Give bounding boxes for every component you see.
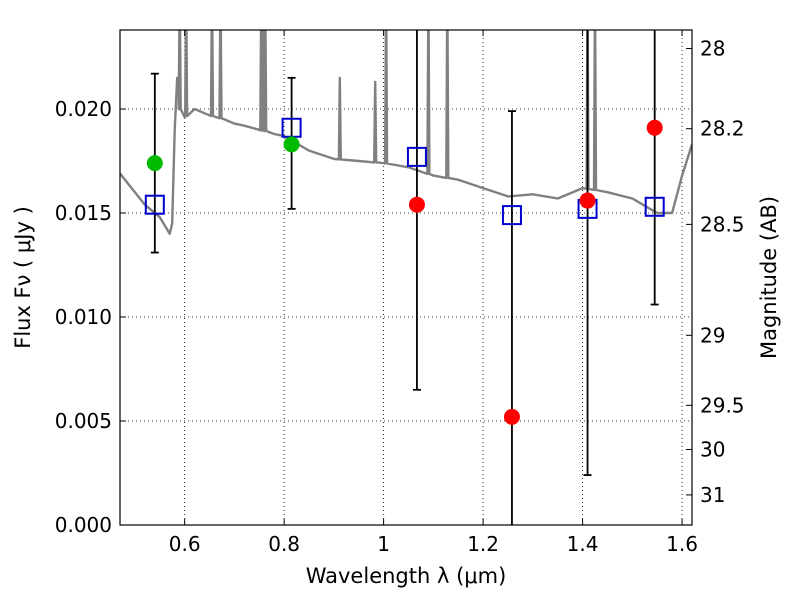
- x-tick-label: 1.6: [666, 532, 698, 556]
- marker-layer: [144, 117, 665, 425]
- y2-tick-label: 31: [700, 483, 725, 507]
- y-tick-label: 0.010: [55, 305, 112, 329]
- y2-tick-label: 30: [700, 437, 725, 461]
- detection-point: [283, 136, 300, 153]
- x-axis-label: Wavelength λ (μm): [306, 564, 507, 588]
- detection-point: [146, 155, 163, 172]
- x-tick-label: 1: [377, 532, 390, 556]
- grid: [120, 30, 692, 526]
- model-photometry-square: [144, 194, 165, 215]
- low-snr-point: [408, 196, 425, 213]
- y2-tick-label: 28.5: [700, 212, 745, 236]
- y-axis-label: Flux Fν ( μJy ): [11, 206, 35, 349]
- model-sed-layer: [120, 30, 692, 235]
- y2-tick-label: 28: [700, 37, 725, 61]
- y2-axis-label: Magnitude (AB): [757, 196, 781, 359]
- tick-layer: 0.6 0.8 1 1.2 1.4 1.6 0.000 0.005 0.010 0.015 0.02…: [55, 30, 745, 556]
- low-snr-point: [503, 408, 520, 425]
- model-photometry-square: [406, 146, 427, 167]
- y-tick-label: 0.020: [55, 97, 112, 121]
- x-tick-label: 1.2: [467, 532, 499, 556]
- y-tick-label: 0.000: [55, 513, 112, 537]
- y2-tick-label: 29.5: [700, 393, 745, 417]
- model-photometry-square: [501, 205, 522, 226]
- x-tick-label: 0.6: [169, 532, 201, 556]
- y-tick-label: 0.015: [55, 201, 112, 225]
- y2-tick-label: 29: [700, 323, 725, 347]
- low-snr-point: [579, 192, 596, 209]
- model-photometry-square: [644, 196, 665, 217]
- model-sed-line: [120, 30, 692, 235]
- y-tick-label: 0.005: [55, 409, 112, 433]
- x-tick-label: 1.4: [567, 532, 599, 556]
- y2-tick-label: 28.2: [700, 117, 745, 141]
- low-snr-point: [646, 119, 663, 136]
- x-tick-label: 0.8: [268, 532, 300, 556]
- plot-frame: [119, 29, 693, 526]
